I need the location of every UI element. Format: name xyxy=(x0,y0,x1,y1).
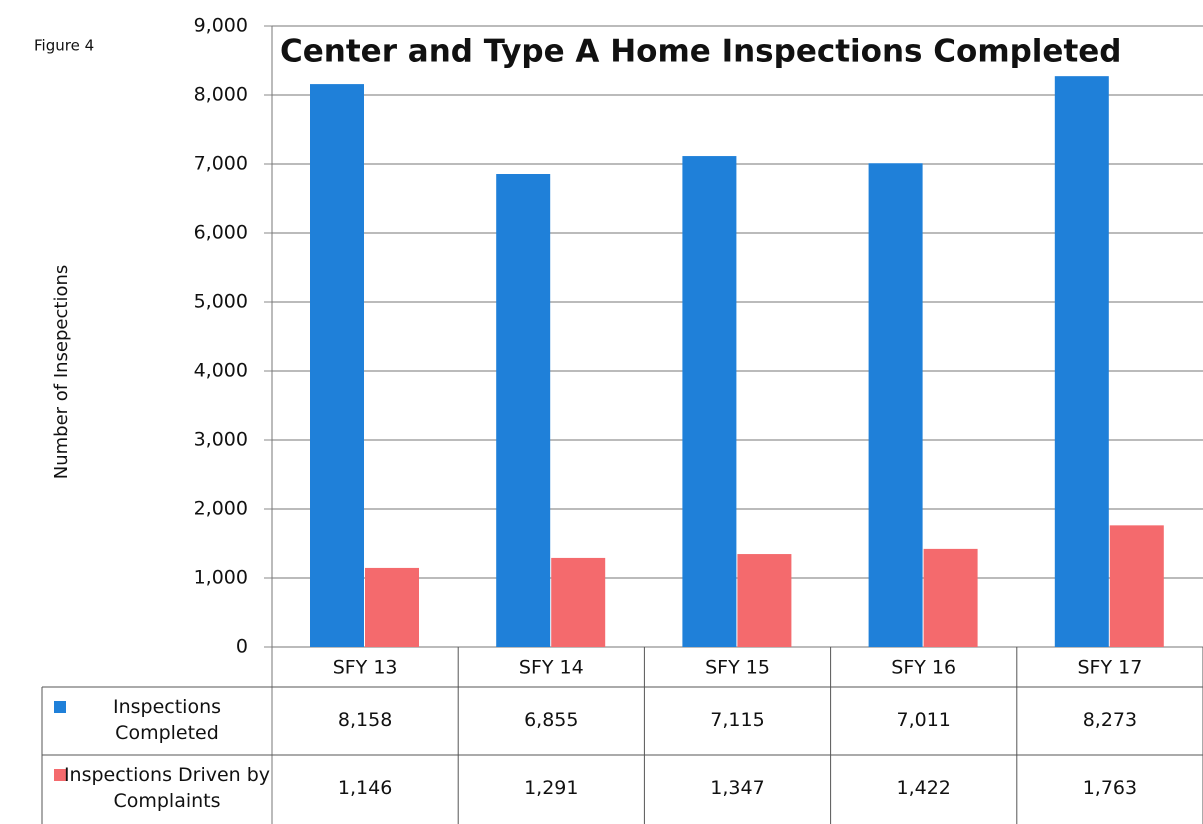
y-tick-label: 1,000 xyxy=(194,567,248,589)
data-label: 7,115 xyxy=(710,709,765,732)
data-label: 1,763 xyxy=(1082,777,1138,800)
chart-title: Center and Type A Home Inspections Compl… xyxy=(280,34,1122,70)
legend-swatch xyxy=(54,769,66,781)
bar xyxy=(923,548,978,647)
x-tick-label: SFY 16 xyxy=(891,657,956,679)
y-tick-label: 4,000 xyxy=(194,360,248,382)
x-tick-label: SFY 14 xyxy=(519,657,584,679)
legend-swatch xyxy=(54,701,66,713)
figure-label: Figure 4 xyxy=(34,37,94,55)
bar xyxy=(868,163,923,647)
data-label: 8,158 xyxy=(337,709,393,732)
data-label: 8,273 xyxy=(1082,709,1138,732)
bar xyxy=(737,554,792,647)
y-tick-label: 8,000 xyxy=(194,84,248,106)
data-label: 1,422 xyxy=(896,777,951,800)
y-tick-label: 3,000 xyxy=(194,429,248,451)
y-tick-label: 6,000 xyxy=(194,222,248,244)
data-label: 1,146 xyxy=(337,777,393,800)
legend-label: Inspections Driven by Complaints xyxy=(63,764,271,812)
bar xyxy=(496,174,551,647)
data-label: 1,291 xyxy=(524,777,579,800)
data-label: 6,855 xyxy=(524,709,579,732)
y-axis-label: Number of Insepections xyxy=(51,265,72,480)
bar xyxy=(310,84,364,647)
data-label: 1,347 xyxy=(710,777,765,800)
legend-label: Inspections Completed xyxy=(112,696,222,744)
y-tick-label: 2,000 xyxy=(194,498,248,520)
x-tick-label: SFY 17 xyxy=(1077,657,1142,679)
y-tick-label: 9,000 xyxy=(194,15,248,37)
bar xyxy=(1054,76,1109,647)
bar xyxy=(551,557,606,647)
y-tick-label: 0 xyxy=(236,636,248,658)
bar xyxy=(682,156,737,647)
x-tick-label: SFY 13 xyxy=(333,657,398,679)
bar xyxy=(1109,525,1164,647)
bar xyxy=(365,567,419,647)
y-tick-label: 5,000 xyxy=(194,291,248,313)
data-label: 7,011 xyxy=(896,709,951,732)
y-tick-label: 7,000 xyxy=(194,153,248,175)
x-tick-label: SFY 15 xyxy=(705,657,770,679)
